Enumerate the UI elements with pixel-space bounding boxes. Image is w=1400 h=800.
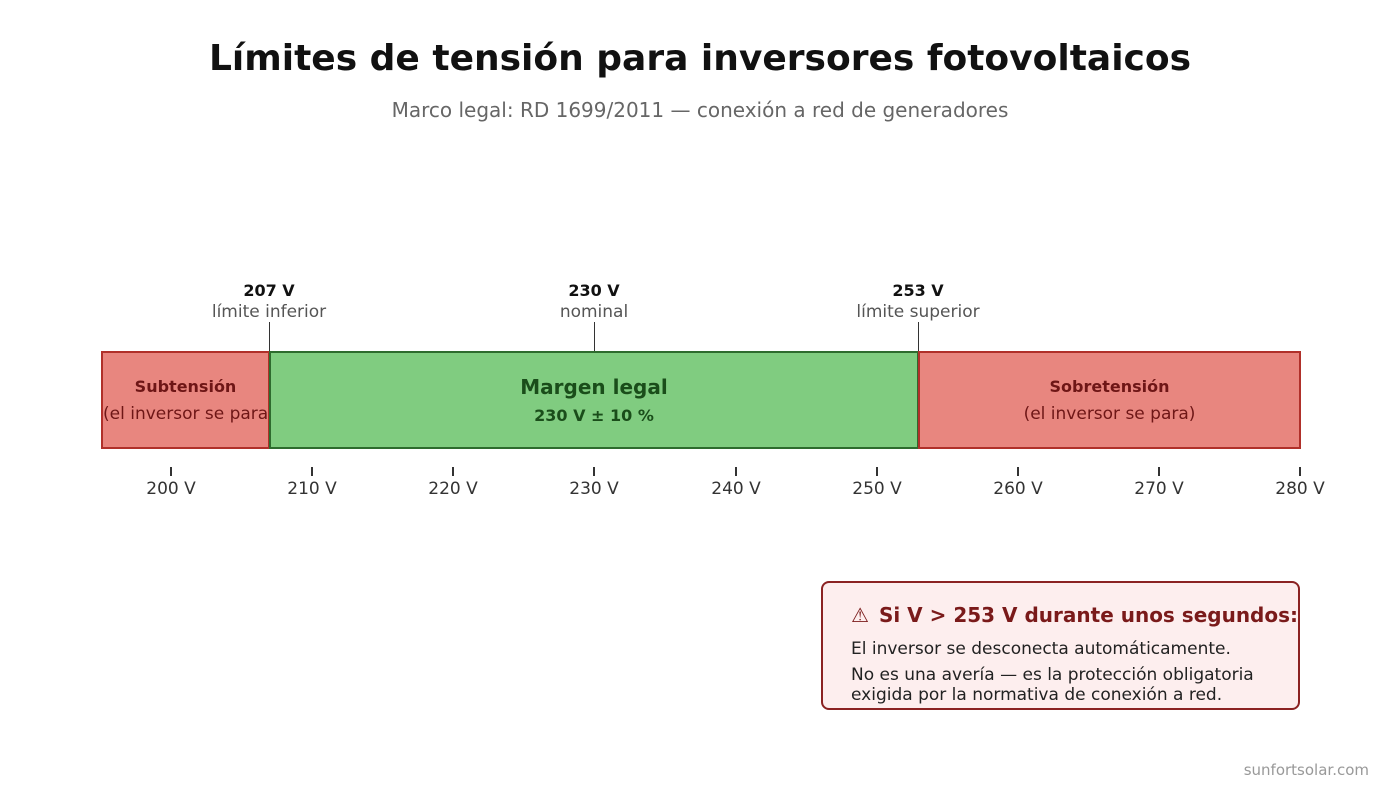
warning-line-3: exigida por la normativa de conexión a r… [851,685,1223,705]
axis-tick-label: 200 V [146,479,196,499]
axis-tick-label: 240 V [711,479,761,499]
marker-upper-desc: límite superior [856,302,980,322]
axis-tick-label: 220 V [428,479,478,499]
band-subtension: Subtensión (el inversor se para) [101,351,275,449]
axis-tick [311,467,313,476]
axis-tick-label: 270 V [1134,479,1184,499]
page-subtitle: Marco legal: RD 1699/2011 — conexión a r… [391,98,1009,122]
band-sobretension-sublabel: (el inversor se para) [1023,404,1196,424]
warning-title: ⚠ Si V > 253 V durante unos segundos: [851,603,1298,627]
axis-tick-label: 250 V [852,479,902,499]
axis-tick [452,467,454,476]
axis-tick-label: 230 V [569,479,619,499]
axis-tick [1017,467,1019,476]
warning-line-2: No es una avería — es la protección obli… [851,665,1254,685]
marker-upper-value: 253 V [892,281,944,300]
axis-tick [1299,467,1301,476]
marker-upper-line [918,322,919,351]
axis-tick-label: 260 V [993,479,1043,499]
warning-icon: ⚠ [851,603,869,627]
band-margen-legal-sublabel: 230 V ± 10 % [534,406,654,425]
marker-nominal-desc: nominal [559,302,629,322]
marker-nominal-value: 230 V [568,281,620,300]
band-subtension-sublabel: (el inversor se para) [103,404,275,424]
band-margen-legal-label: Margen legal [520,375,668,399]
band-margen-legal: Margen legal 230 V ± 10 % [269,351,919,449]
axis-tick [593,467,595,476]
band-sobretension-label: Sobretensión [1049,377,1170,396]
marker-lower-value: 207 V [243,281,295,300]
band-sobretension: Sobretensión (el inversor se para) [918,351,1301,449]
watermark: sunfortsolar.com [1243,761,1369,779]
warning-box: ⚠ Si V > 253 V durante unos segundos: El … [821,581,1300,710]
warning-line-1: El inversor se desconecta automáticament… [851,639,1231,659]
axis-tick [170,467,172,476]
axis-tick-label: 210 V [287,479,337,499]
axis-tick [1158,467,1160,476]
axis-tick [735,467,737,476]
band-subtension-label: Subtensión [134,377,237,396]
axis-tick-label: 280 V [1275,479,1325,499]
page-title: Límites de tensión para inversores fotov… [208,38,1192,79]
axis-tick [876,467,878,476]
marker-lower-line [269,322,270,351]
marker-nominal-line [594,322,595,351]
marker-lower-desc: límite inferior [211,302,327,322]
warning-title-text: Si V > 253 V durante unos segundos: [878,603,1299,627]
